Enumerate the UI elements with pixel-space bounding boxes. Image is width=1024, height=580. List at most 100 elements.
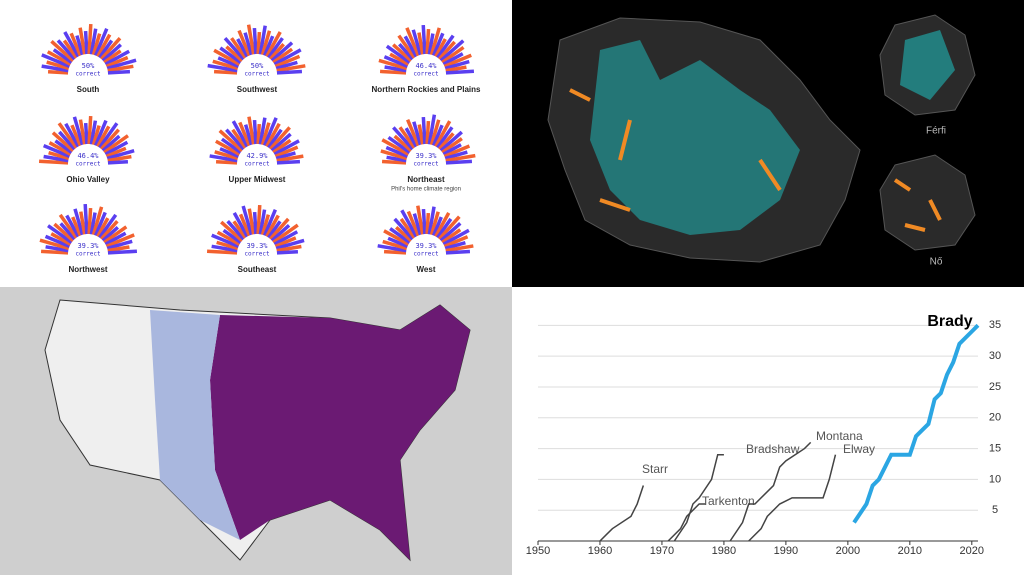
radial-bar bbox=[107, 64, 134, 73]
radial-bar bbox=[103, 49, 122, 64]
radial-bar bbox=[216, 230, 241, 246]
radial-bar bbox=[94, 119, 108, 147]
radial-bar bbox=[421, 208, 427, 235]
radial-bar bbox=[386, 155, 407, 163]
radial-bar bbox=[270, 132, 292, 152]
radial-bar bbox=[211, 244, 238, 253]
radial-bar bbox=[265, 122, 281, 148]
radial-bar bbox=[252, 27, 258, 55]
radial-bar bbox=[64, 122, 80, 148]
region: West bbox=[417, 265, 436, 274]
radial-bar bbox=[267, 220, 282, 239]
radial-bar bbox=[222, 228, 242, 244]
radial-bar bbox=[429, 211, 440, 236]
radial-bar bbox=[44, 234, 71, 248]
radial-bar bbox=[260, 214, 271, 236]
radial-bar bbox=[89, 212, 97, 235]
percent-caption: correct bbox=[413, 251, 439, 258]
x-tick-label: 1980 bbox=[712, 545, 736, 557]
radial-bar bbox=[416, 205, 425, 235]
radial-bar bbox=[445, 249, 471, 255]
radial-bar bbox=[73, 208, 85, 236]
radial-bar bbox=[51, 131, 75, 152]
percent-caption: correct bbox=[75, 251, 101, 258]
radial-bar bbox=[107, 69, 131, 75]
radial-bar bbox=[260, 122, 271, 146]
radial-bar bbox=[71, 216, 82, 237]
radial-bar bbox=[219, 147, 240, 158]
radial-bar bbox=[225, 45, 244, 62]
radial-bar bbox=[91, 206, 104, 236]
radial-bar bbox=[442, 228, 470, 246]
radial-bar bbox=[436, 217, 453, 239]
radial-bar bbox=[96, 125, 111, 148]
radial-bar bbox=[75, 35, 85, 56]
radial-bar bbox=[273, 139, 300, 156]
radial-bar bbox=[219, 46, 242, 64]
radial-bar bbox=[429, 27, 441, 56]
radial-bar bbox=[46, 50, 72, 66]
radial-bar bbox=[218, 129, 244, 152]
region: Upper Midwest bbox=[229, 175, 286, 184]
radial-bar bbox=[213, 48, 241, 66]
radial-bar bbox=[206, 249, 238, 255]
radial-bar bbox=[258, 209, 267, 235]
series-label: Bradshaw bbox=[746, 442, 800, 456]
radial-bar bbox=[106, 58, 137, 71]
radial-bar bbox=[101, 226, 119, 242]
radial-bar bbox=[275, 151, 296, 161]
radial-bar bbox=[400, 209, 418, 238]
region: Northern Rockies and Plains bbox=[372, 85, 481, 94]
radial-bar bbox=[45, 245, 69, 253]
radial-bar bbox=[387, 135, 411, 154]
radial-bar bbox=[274, 145, 299, 158]
radial-bar bbox=[98, 122, 119, 149]
radial-bar bbox=[40, 249, 69, 255]
radial-bar bbox=[58, 130, 76, 151]
radial-bar bbox=[216, 240, 239, 251]
percent: 39.3% bbox=[415, 152, 437, 160]
us-map-east bbox=[210, 305, 470, 560]
series-line bbox=[729, 441, 812, 542]
radial-bar bbox=[104, 231, 127, 246]
radial-bar bbox=[397, 34, 416, 59]
radial-bar bbox=[434, 120, 452, 148]
radial-bar bbox=[432, 216, 443, 237]
radial-bar bbox=[273, 230, 299, 246]
radial-bar bbox=[91, 125, 101, 146]
radial-bar bbox=[385, 145, 409, 158]
region-note: Phil's home climate region bbox=[391, 187, 461, 193]
radial-bar bbox=[263, 208, 277, 237]
radial-bar bbox=[443, 235, 469, 248]
radial-bar bbox=[106, 239, 133, 251]
percent-caption: correct bbox=[413, 161, 439, 168]
radial-bar bbox=[91, 33, 102, 56]
radial-bar bbox=[417, 32, 425, 55]
radial-bar bbox=[438, 132, 455, 151]
radial-bar bbox=[276, 244, 302, 253]
radial-bar bbox=[243, 124, 254, 146]
radial-bar bbox=[72, 116, 85, 146]
radial-bar bbox=[252, 211, 258, 235]
us-map-plains bbox=[150, 310, 240, 540]
radial-bar bbox=[100, 128, 120, 151]
radial-bar bbox=[445, 69, 475, 75]
x-tick-label: 1990 bbox=[774, 545, 798, 557]
radial-bar bbox=[96, 217, 110, 238]
radial-bar bbox=[238, 213, 251, 237]
radial-bar bbox=[436, 126, 454, 149]
radial-bar bbox=[267, 128, 283, 149]
radial-bar bbox=[399, 217, 416, 239]
radial-bar bbox=[39, 238, 70, 251]
radial-bar bbox=[434, 212, 451, 238]
radial-bar bbox=[87, 115, 93, 145]
radial-bar bbox=[41, 64, 69, 73]
radial-bar bbox=[220, 220, 244, 242]
radial-bar bbox=[212, 59, 239, 71]
radial-bar bbox=[246, 24, 256, 55]
radial-bar bbox=[389, 52, 410, 66]
radial-bar bbox=[247, 208, 256, 235]
percent-caption: correct bbox=[413, 71, 439, 78]
x-tick-label: 2020 bbox=[960, 545, 984, 557]
